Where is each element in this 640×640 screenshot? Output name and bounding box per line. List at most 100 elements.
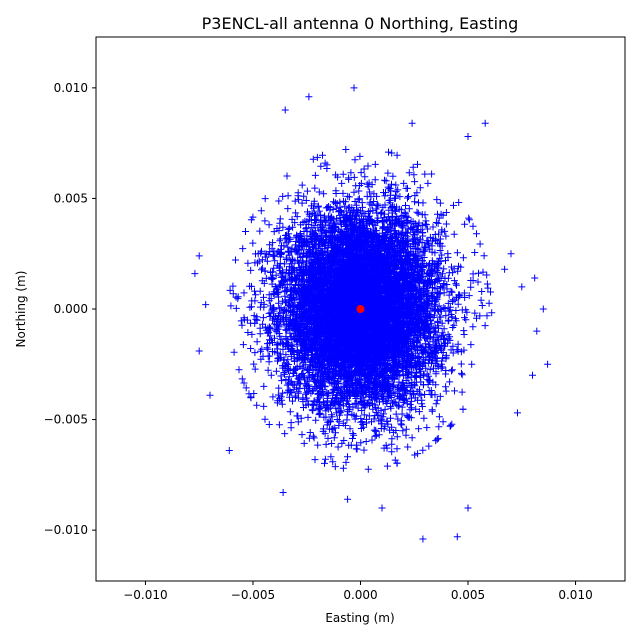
data-point-plus xyxy=(460,346,468,354)
data-point-plus xyxy=(234,293,242,301)
data-point-plus xyxy=(382,189,389,197)
data-point-plus xyxy=(421,247,429,255)
data-point-plus xyxy=(260,293,267,301)
data-points-layer xyxy=(191,84,552,543)
data-point-plus xyxy=(264,329,272,337)
data-point-plus xyxy=(315,188,323,196)
data-point-plus xyxy=(271,326,279,334)
data-point-plus xyxy=(408,404,415,412)
data-point-plus xyxy=(398,410,406,418)
data-point-plus xyxy=(438,319,446,327)
data-point-plus xyxy=(364,465,372,473)
data-point-plus xyxy=(357,439,365,447)
data-point-plus xyxy=(262,326,270,334)
data-point-plus xyxy=(306,429,314,436)
data-point-plus xyxy=(453,249,461,257)
data-point-plus xyxy=(369,405,377,413)
data-point-plus xyxy=(401,397,409,405)
data-point-plus xyxy=(327,214,335,222)
data-point-plus xyxy=(442,257,449,265)
data-point-plus xyxy=(260,382,268,390)
data-point-plus xyxy=(431,249,439,257)
data-point-plus xyxy=(370,415,378,423)
data-point-plus xyxy=(458,369,465,377)
data-point-plus xyxy=(322,407,330,415)
data-point-plus xyxy=(390,381,398,389)
data-point-plus xyxy=(304,413,312,421)
data-point-plus xyxy=(434,269,442,276)
data-point-plus xyxy=(372,427,380,435)
data-point-plus xyxy=(420,243,428,251)
data-point-plus xyxy=(349,403,357,411)
data-point-plus xyxy=(229,282,237,290)
data-point-plus xyxy=(408,362,416,370)
data-point-plus xyxy=(438,226,446,234)
data-point-plus xyxy=(275,299,283,307)
data-point-plus xyxy=(381,405,389,413)
data-point-plus xyxy=(247,345,255,352)
data-point-plus xyxy=(461,294,469,301)
data-point-plus xyxy=(256,330,264,338)
data-point-plus xyxy=(458,371,466,379)
data-point-plus xyxy=(242,228,249,235)
data-point-plus xyxy=(442,232,450,240)
data-point-plus xyxy=(383,462,391,470)
data-point-plus xyxy=(312,416,320,424)
data-point-plus xyxy=(342,458,350,466)
data-point-plus xyxy=(311,184,319,192)
data-point-plus xyxy=(250,360,258,368)
data-point-plus xyxy=(347,169,355,177)
data-point-plus xyxy=(286,408,294,416)
data-point-plus xyxy=(251,365,259,373)
data-point-plus xyxy=(467,341,475,349)
data-point-plus xyxy=(388,180,395,188)
data-point-plus xyxy=(434,434,442,442)
data-point-plus xyxy=(332,204,340,212)
data-point-plus xyxy=(259,314,267,322)
data-point-plus xyxy=(433,435,441,443)
data-point-plus xyxy=(394,186,402,194)
data-point-plus xyxy=(424,179,432,187)
data-point-plus xyxy=(226,286,234,294)
data-point-plus xyxy=(288,215,296,223)
data-point-plus xyxy=(419,446,427,454)
data-point-plus xyxy=(289,397,296,405)
data-point-plus xyxy=(287,419,295,427)
data-point-plus xyxy=(360,446,368,454)
data-point-plus xyxy=(355,187,363,195)
data-point-plus xyxy=(371,432,379,440)
data-point-plus xyxy=(276,219,284,227)
data-point-plus xyxy=(284,205,292,213)
data-point-plus xyxy=(311,456,319,464)
data-point-plus xyxy=(321,159,329,167)
data-point-plus xyxy=(279,192,287,200)
data-point-plus xyxy=(293,412,301,420)
data-point-plus xyxy=(263,257,271,265)
data-point-plus xyxy=(297,414,305,422)
data-point-plus xyxy=(353,384,361,392)
data-point-plus xyxy=(384,169,392,177)
data-point-plus xyxy=(335,208,343,216)
data-point-plus xyxy=(276,237,284,245)
data-point-plus xyxy=(264,352,272,360)
data-point-plus xyxy=(320,190,328,198)
data-point-plus xyxy=(436,247,444,254)
data-point-plus xyxy=(428,406,436,414)
data-point-plus xyxy=(264,366,272,374)
data-point-plus xyxy=(422,364,430,372)
data-point-plus xyxy=(366,188,374,196)
data-point-plus xyxy=(279,389,287,397)
data-point-plus xyxy=(432,219,440,226)
data-point-plus xyxy=(270,228,278,236)
data-point-plus xyxy=(365,179,373,187)
data-point-plus xyxy=(264,345,272,353)
data-point-plus xyxy=(332,429,339,437)
data-point-plus xyxy=(400,179,408,187)
data-point-plus xyxy=(248,330,256,338)
data-point-plus xyxy=(416,184,424,192)
data-point-plus xyxy=(242,384,250,392)
data-point-plus xyxy=(456,292,464,300)
data-point-plus xyxy=(322,440,330,448)
data-point-plus xyxy=(330,434,338,442)
